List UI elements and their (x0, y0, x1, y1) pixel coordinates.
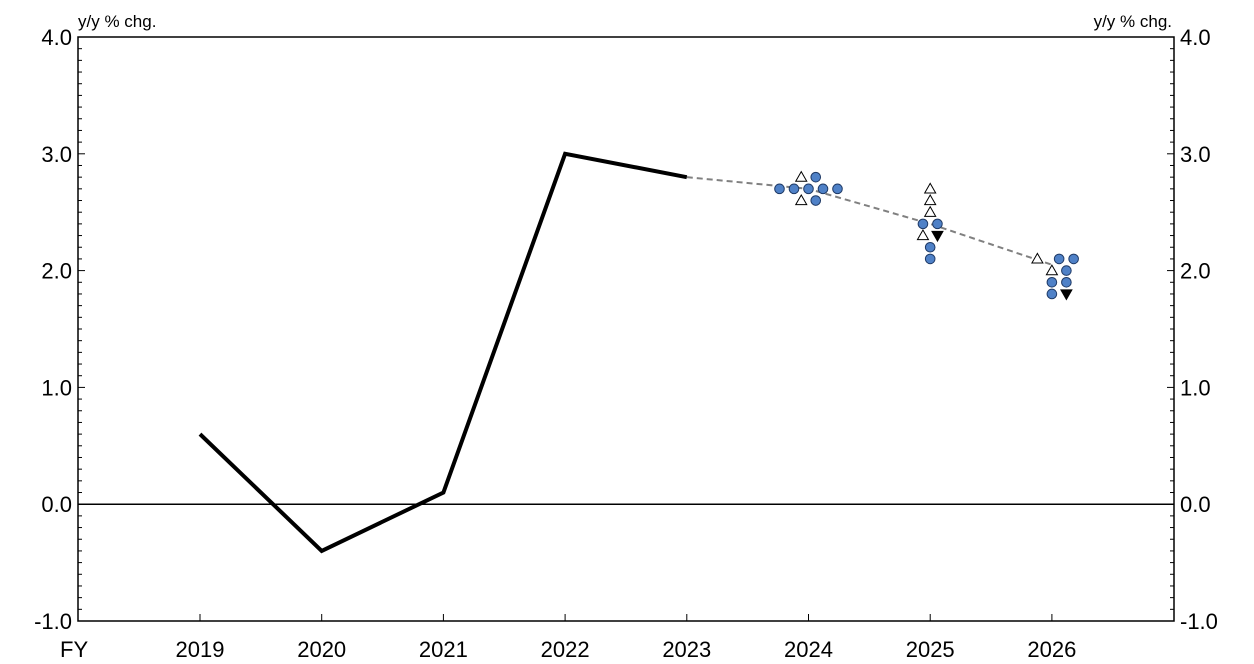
projection-dot (932, 218, 943, 230)
x-tick-label: 2021 (419, 637, 468, 662)
projection-dot (924, 241, 936, 253)
x-tick-label: 2026 (1027, 637, 1076, 662)
y-tick-label-right: 1.0 (1180, 375, 1211, 400)
x-tick-label: 2024 (784, 637, 833, 662)
projection-dot (1053, 253, 1065, 265)
right-unit-label: y/y % chg. (1094, 12, 1172, 31)
y-tick-label-left: -1.0 (34, 609, 72, 634)
x-tick-label: 2020 (297, 637, 346, 662)
left-unit-label: y/y % chg. (78, 12, 156, 31)
open-triangle-marker (794, 170, 808, 182)
x-tick-label: 2019 (176, 637, 225, 662)
projection-dot (810, 171, 822, 183)
y-tick-label-left: 4.0 (41, 25, 72, 50)
actual-series-line (198, 151, 688, 554)
tick-marks (78, 36, 1174, 622)
plot-frame (77, 36, 1175, 622)
open-triangle-marker (923, 194, 937, 206)
x-tick-label: 2023 (662, 637, 711, 662)
filled-down-triangle-marker (931, 230, 944, 243)
y-tick-labels: -1.0 -1.0 0.0 0.0 1.0 1.0 2.0 2.0 3.0 3.0 4.0 4.0 (34, 25, 1218, 634)
projection-dot (1068, 253, 1079, 265)
y-tick-label-right: 2.0 (1180, 259, 1211, 284)
open-triangle-marker (794, 194, 808, 206)
x-tick-label: 2022 (541, 637, 590, 662)
y-tick-label-right: -1.0 (1180, 609, 1218, 634)
open-triangle-marker (1045, 264, 1059, 276)
y-tick-label-left: 2.0 (41, 259, 72, 284)
y-tick-label-right: 0.0 (1180, 492, 1211, 517)
open-triangle-marker (923, 182, 937, 194)
y-tick-label-right: 3.0 (1180, 142, 1211, 167)
projection-dot (1046, 276, 1058, 288)
y-tick-label-left: 0.0 (41, 492, 72, 517)
projection-dot (832, 183, 843, 195)
projection-dot (1061, 265, 1072, 276)
x-tick-labels: 2019 2020 2021 2022 2023 2024 2025 2026 (176, 637, 1077, 662)
projection-dot (788, 183, 800, 195)
y-tick-label-left: 3.0 (41, 142, 72, 167)
projection-dot (924, 253, 936, 265)
projection-dot (774, 183, 785, 195)
open-triangle-marker (923, 205, 937, 217)
projection-dot (810, 195, 822, 206)
projection-dot (817, 183, 829, 195)
open-triangle-marker (1031, 252, 1044, 264)
projection-dot (803, 183, 814, 195)
projection-dot (1061, 276, 1072, 288)
marker-layer (774, 170, 1079, 301)
projection-dot (1046, 288, 1058, 300)
x-tick-label: 2025 (906, 637, 955, 662)
projection-median-line (686, 176, 1053, 266)
y-tick-label-left: 1.0 (41, 375, 72, 400)
filled-down-triangle-marker (1060, 289, 1073, 301)
x-axis-title: FY (60, 637, 88, 662)
projection-dot (917, 218, 929, 230)
y-tick-label-right: 4.0 (1180, 25, 1211, 50)
open-triangle-marker (916, 229, 930, 241)
